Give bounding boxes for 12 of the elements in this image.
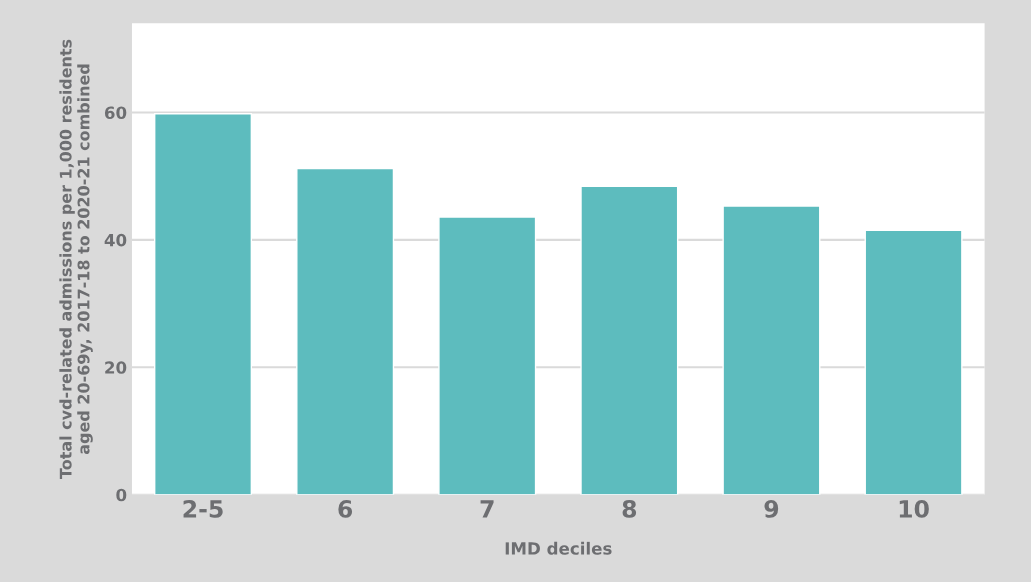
y-axis-title: Total cvd-related admissions per 1,000 residents aged 20-69y, 2017-18 to 2020-21 combined bbox=[59, 39, 93, 479]
x-tick-label: 2-5 bbox=[183, 499, 223, 518]
x-tick-label: 10 bbox=[899, 499, 929, 518]
x-tick-label: 9 bbox=[764, 500, 779, 518]
x-tick-label: 6 bbox=[338, 500, 353, 518]
x-axis-title: IMD deciles bbox=[505, 541, 612, 555]
y-tick-label: 20 bbox=[105, 361, 127, 374]
y-tick-label: 40 bbox=[104, 233, 127, 247]
x-tick-label: 8 bbox=[622, 499, 637, 518]
x-tick-label: 7 bbox=[480, 500, 494, 518]
y-tick-label: 60 bbox=[104, 106, 127, 120]
y-tick-label: 0 bbox=[116, 488, 127, 502]
